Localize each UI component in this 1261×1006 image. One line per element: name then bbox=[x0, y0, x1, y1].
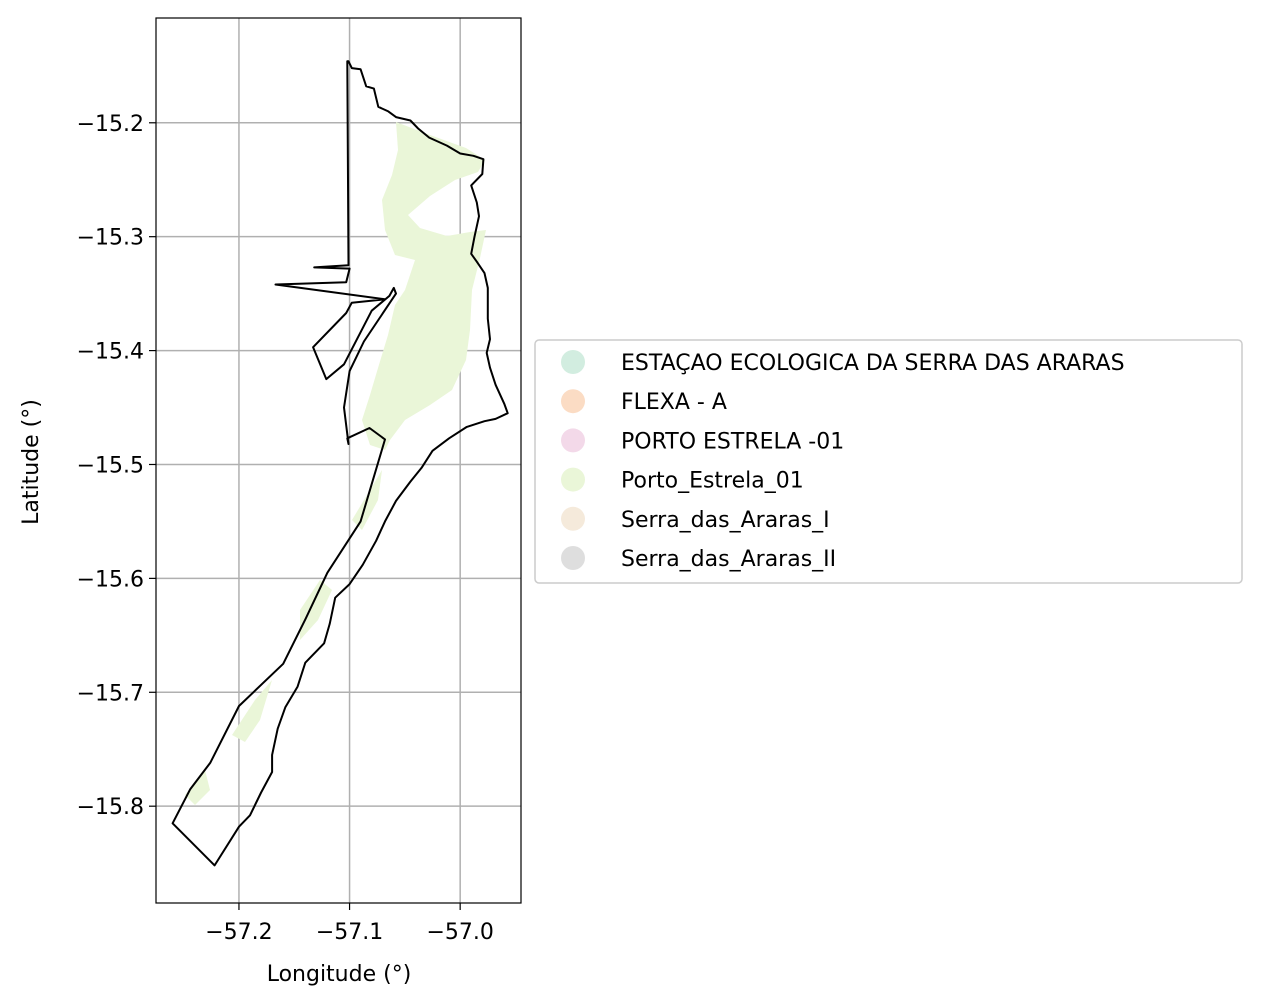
legend-label: Serra_das_Araras_I bbox=[621, 508, 830, 533]
legend-marker bbox=[561, 428, 585, 453]
legend-label: PORTO ESTRELA -01 bbox=[621, 429, 844, 454]
legend-label: Serra_das_Araras_II bbox=[621, 547, 836, 572]
y-tick-label: −15.8 bbox=[77, 795, 144, 820]
x-tick-label: −57.2 bbox=[205, 920, 272, 945]
legend-marker bbox=[561, 350, 585, 374]
grid bbox=[156, 18, 521, 903]
legend-label: FLEXA - A bbox=[621, 390, 727, 415]
x-axis-ticks: −57.2 −57.1 −57.0 bbox=[205, 903, 494, 945]
legend-marker bbox=[561, 546, 585, 570]
legend-marker bbox=[561, 389, 585, 414]
y-axis-label: Latitude (°) bbox=[19, 399, 44, 525]
boundary-outline bbox=[171, 60, 509, 867]
legend-label: ESTAÇAO ECOLOGICA DA SERRA DAS ARARAS bbox=[621, 351, 1125, 376]
x-tick-label: −57.0 bbox=[426, 920, 493, 945]
legend-marker bbox=[561, 467, 585, 492]
y-tick-label: −15.4 bbox=[77, 340, 144, 365]
legend-box bbox=[534, 339, 1243, 584]
y-axis-ticks: −15.2 −15.3 −15.4 −15.5 −15.6 −15.7 −15.8 bbox=[77, 112, 156, 820]
y-tick-label: −15.3 bbox=[77, 226, 144, 251]
y-tick-label: −15.2 bbox=[77, 112, 144, 137]
y-tick-label: −15.5 bbox=[77, 453, 144, 478]
y-tick-label: −15.7 bbox=[77, 681, 144, 706]
axes-frame bbox=[155, 17, 522, 904]
y-tick-label: −15.6 bbox=[77, 567, 144, 592]
legend-marker bbox=[561, 506, 585, 531]
x-tick-label: −57.1 bbox=[316, 920, 383, 945]
x-axis-label: Longitude (°) bbox=[267, 962, 412, 987]
legend: ESTAÇAO ECOLOGICA DA SERRA DAS ARARAS FLE… bbox=[534, 339, 1243, 584]
legend-label: Porto_Estrela_01 bbox=[621, 469, 804, 494]
